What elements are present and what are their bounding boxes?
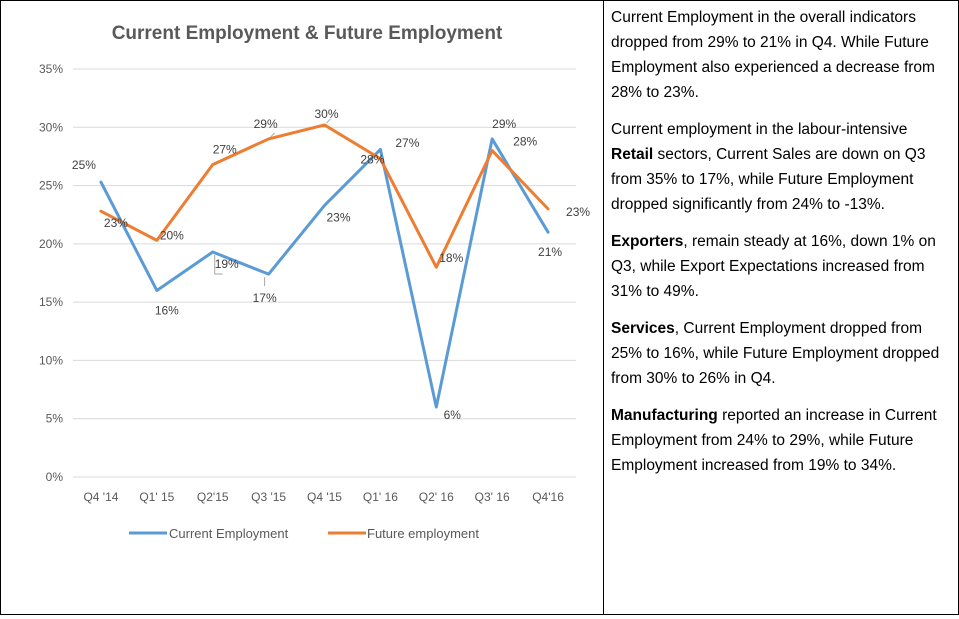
y-tick-label: 35%	[39, 62, 63, 76]
x-tick-label: Q3' 16	[475, 490, 510, 504]
chart-title: Current Employment & Future Employment	[112, 23, 503, 44]
y-tick-label: 25%	[39, 179, 63, 193]
future-employment-data-label: 23%	[566, 205, 590, 219]
current-employment-data-label: 16%	[155, 303, 179, 317]
legend-label-future: Future employment	[367, 526, 479, 541]
commentary-services-heading: Services	[611, 320, 675, 337]
y-tick-label: 5%	[46, 412, 64, 426]
future-employment-data-label: 20%	[160, 228, 184, 242]
commentary-overall-text: Current Employment in the overall indica…	[611, 9, 935, 101]
x-tick-label: Q2' 16	[419, 490, 454, 504]
label-leader-lines	[214, 118, 331, 287]
commentary-exporters-heading: Exporters	[611, 233, 684, 250]
gridlines	[73, 68, 576, 478]
current-employment-data-label: 25%	[72, 158, 96, 172]
y-tick-label: 10%	[39, 353, 63, 367]
current-employment-data-label: 17%	[253, 291, 277, 305]
current-employment-data-label: 21%	[538, 245, 562, 259]
future-employment-data-label: 27%	[395, 136, 419, 150]
current-employment-line	[99, 137, 550, 409]
commentary-manufacturing: Manufacturing reported an increase in Cu…	[611, 403, 952, 478]
current-employment-data-label: 6%	[444, 408, 462, 422]
future-employment-data-label: 30%	[314, 107, 338, 121]
x-tick-label: Q3 '15	[251, 490, 286, 504]
series-lines	[99, 123, 550, 409]
commentary-panel: Current Employment in the overall indica…	[604, 1, 958, 614]
commentary-services-text: , Current Employment dropped from 25% to…	[611, 320, 940, 387]
commentary-manufacturing-text: reported an increase in Current Employme…	[611, 407, 937, 474]
commentary-retail-intro: Current employment in the labour-intensi…	[611, 121, 908, 138]
commentary-exporters: Exporters, remain steady at 16%, down 1%…	[611, 229, 952, 304]
future-employment-data-label: 28%	[513, 135, 537, 149]
label-leader-line	[326, 118, 331, 124]
data-labels: 25% 16% 19% 17% 23% 28% 6% 29% 21% 23% 20% 27% 29% 30…	[72, 107, 590, 422]
legend-label-current: Current Employment	[169, 526, 289, 541]
x-tick-label: Q1' 15	[139, 490, 174, 504]
commentary-retail-heading: Retail	[611, 146, 654, 163]
employment-line-chart: Current Employment & Future Employment 0…	[39, 23, 590, 541]
commentary-retail: Current employment in the labour-intensi…	[611, 117, 952, 217]
future-employment-data-label: 27%	[213, 143, 237, 157]
chart-cell: Current Employment & Future Employment 0…	[1, 1, 604, 614]
current-employment-data-label: 28%	[360, 152, 384, 166]
y-axis-tick-labels: 0% 5% 10% 15% 20% 25% 30% 35%	[39, 62, 63, 484]
y-tick-label: 20%	[39, 237, 63, 251]
current-employment-data-label: 29%	[492, 117, 516, 131]
x-tick-label: Q4'16	[532, 490, 564, 504]
y-tick-label: 15%	[39, 295, 63, 309]
x-tick-label: Q1' 16	[363, 490, 398, 504]
commentary-retail-text: sectors, Current Sales are down on Q3 fr…	[611, 146, 926, 213]
x-tick-label: Q4 '14	[83, 490, 118, 504]
commentary-manufacturing-heading: Manufacturing	[611, 407, 718, 424]
y-tick-label: 0%	[46, 470, 64, 484]
label-leader-line	[270, 132, 275, 138]
x-axis-tick-labels: Q4 '14 Q1' 15 Q2'15 Q3 '15 Q4 '15 Q1' 16 Q2' 1…	[83, 490, 564, 504]
commentary-overall: Current Employment in the overall indica…	[611, 5, 952, 105]
future-employment-data-label: 23%	[104, 216, 128, 230]
x-tick-label: Q4 '15	[307, 490, 342, 504]
current-employment-data-label: 19%	[215, 257, 239, 271]
legend: Current Employment Future employment	[129, 526, 479, 541]
future-employment-data-label: 29%	[254, 117, 278, 131]
commentary-services: Services, Current Employment dropped fro…	[611, 316, 952, 391]
label-leader-line	[214, 255, 223, 275]
y-tick-label: 30%	[39, 120, 63, 134]
commentary-exporters-text: , remain steady at 16%, down 1% on Q3, w…	[611, 233, 936, 300]
future-employment-line	[99, 123, 550, 269]
current-employment-data-label: 23%	[326, 210, 350, 224]
x-tick-label: Q2'15	[197, 490, 229, 504]
future-employment-data-label: 18%	[439, 251, 463, 265]
